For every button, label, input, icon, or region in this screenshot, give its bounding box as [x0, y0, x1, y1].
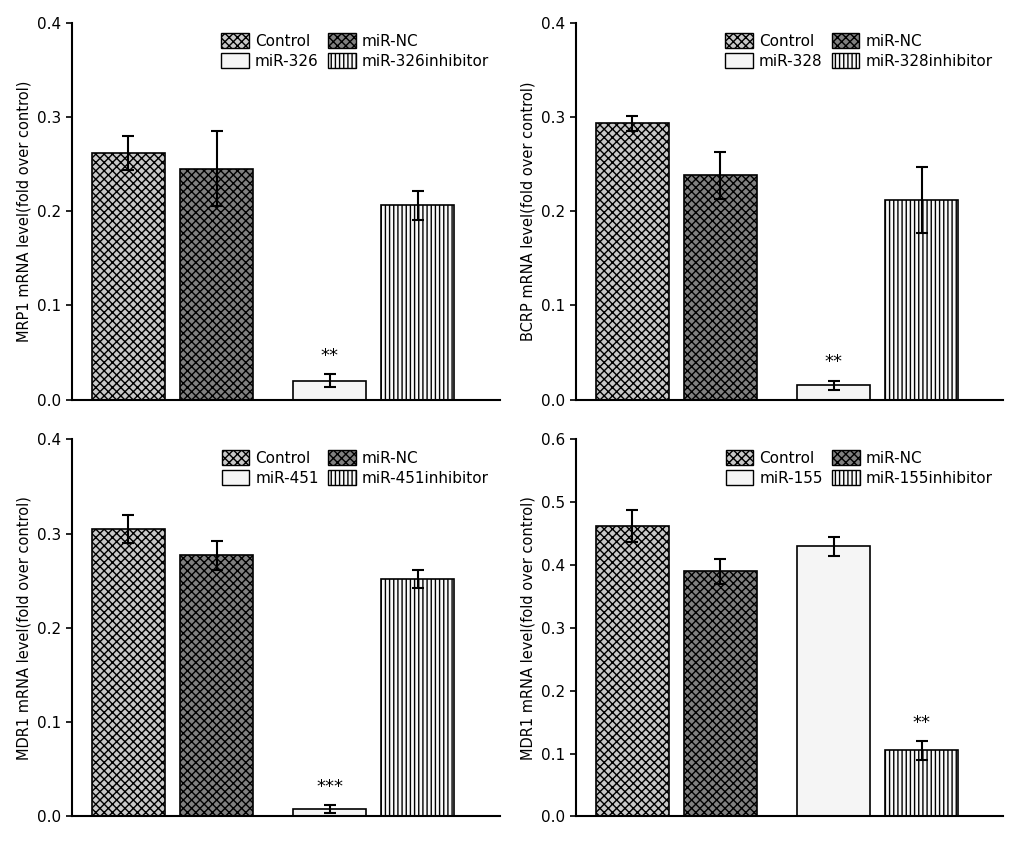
- Legend: Control, miR-155, miR-NC, miR-155inhibitor: Control, miR-155, miR-NC, miR-155inhibit…: [722, 447, 995, 489]
- Bar: [92, 529, 165, 817]
- Bar: [92, 152, 165, 399]
- Bar: [293, 381, 366, 399]
- Y-axis label: MRP1 mRNA level(fold over control): MRP1 mRNA level(fold over control): [16, 80, 32, 342]
- Text: **: **: [823, 354, 842, 371]
- Text: **: **: [912, 713, 929, 732]
- Bar: [683, 572, 756, 817]
- Bar: [595, 124, 668, 399]
- Bar: [381, 579, 453, 817]
- Bar: [884, 200, 957, 399]
- Bar: [180, 168, 253, 399]
- Bar: [381, 205, 453, 399]
- Bar: [884, 750, 957, 817]
- Bar: [683, 175, 756, 399]
- Y-axis label: BCRP mRNA level(fold over control): BCRP mRNA level(fold over control): [520, 82, 535, 341]
- Bar: [180, 556, 253, 817]
- Legend: Control, miR-326, miR-NC, miR-326inhibitor: Control, miR-326, miR-NC, miR-326inhibit…: [218, 30, 491, 72]
- Legend: Control, miR-328, miR-NC, miR-328inhibitor: Control, miR-328, miR-NC, miR-328inhibit…: [721, 30, 995, 72]
- Bar: [595, 526, 668, 817]
- Legend: Control, miR-451, miR-NC, miR-451inhibitor: Control, miR-451, miR-NC, miR-451inhibit…: [219, 447, 491, 489]
- Text: **: **: [320, 347, 338, 365]
- Y-axis label: MDR1 mRNA level(fold over control): MDR1 mRNA level(fold over control): [520, 496, 535, 759]
- Text: ***: ***: [316, 778, 343, 796]
- Bar: [293, 809, 366, 817]
- Bar: [796, 386, 869, 399]
- Bar: [796, 546, 869, 817]
- Y-axis label: MDR1 mRNA level(fold over control): MDR1 mRNA level(fold over control): [16, 496, 32, 759]
